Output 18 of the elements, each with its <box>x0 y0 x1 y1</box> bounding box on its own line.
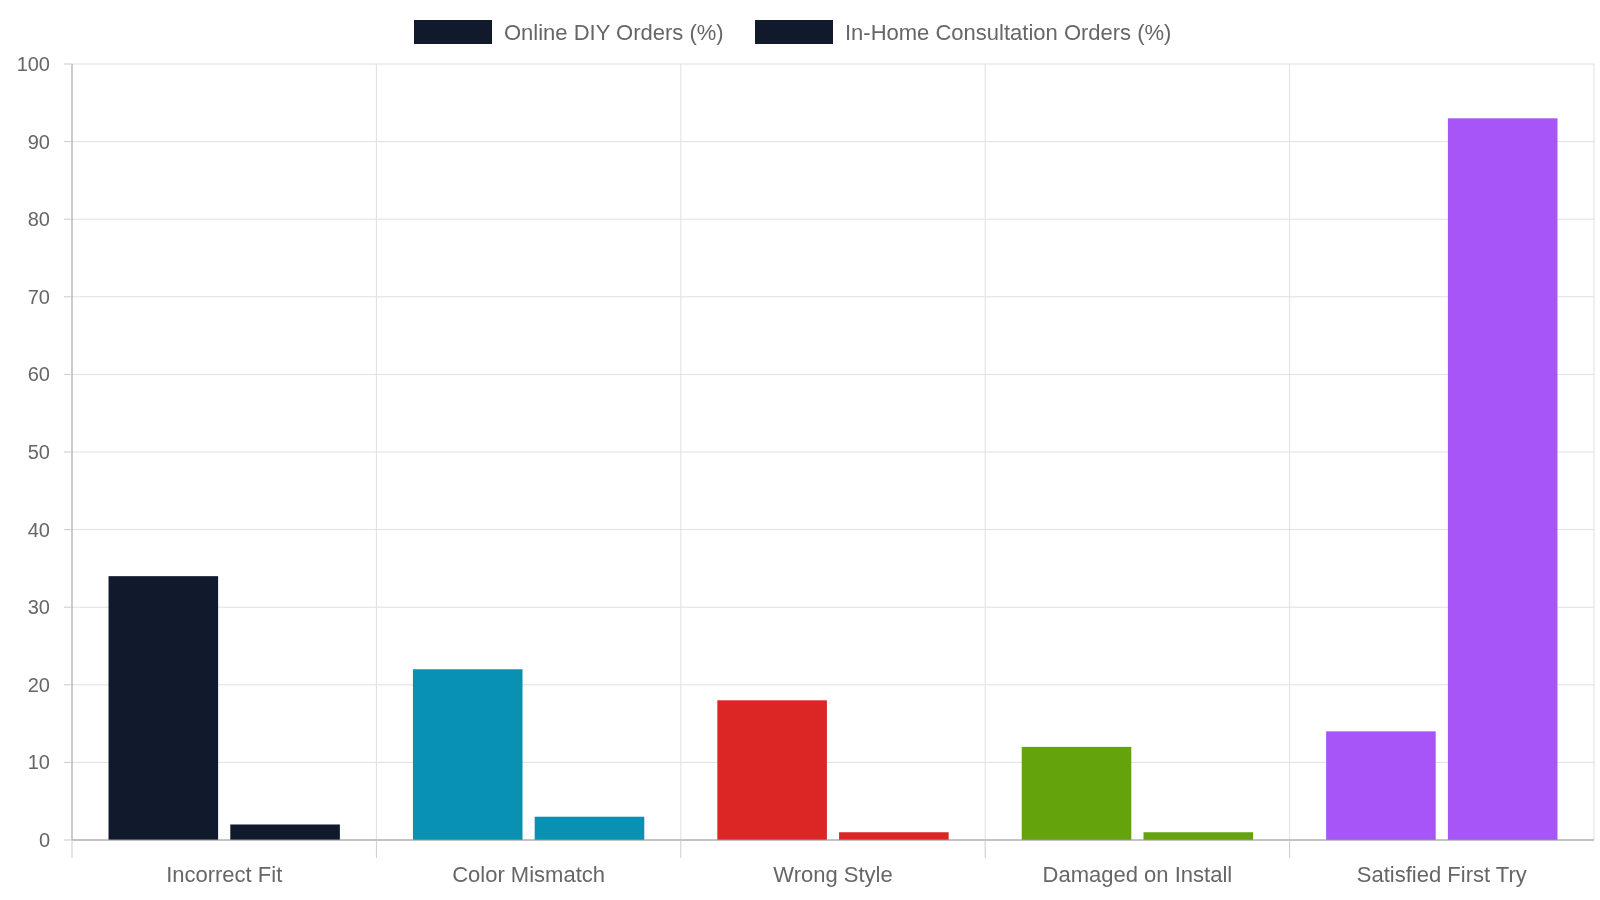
y-tick-label: 40 <box>27 518 50 541</box>
x-tick-label: Color Mismatch <box>452 862 606 887</box>
y-tick-label: 90 <box>27 130 50 153</box>
legend-label: In-Home Consultation Orders (%) <box>845 19 1172 45</box>
y-tick-label: 20 <box>27 673 50 696</box>
legend-label: Online DIY Orders (%) <box>504 19 724 45</box>
y-tick-label: 30 <box>27 596 50 619</box>
y-tick-label: 80 <box>27 208 50 231</box>
x-tick-label: Damaged on Install <box>1042 862 1233 887</box>
x-tick-label: Satisfied First Try <box>1356 862 1527 887</box>
x-tick-label: Wrong Style <box>773 862 893 887</box>
y-tick-label: 60 <box>27 363 50 386</box>
y-tick-label: 50 <box>27 441 50 463</box>
y-tick-label: 100 <box>16 53 50 75</box>
y-tick-label: 0 <box>38 829 50 851</box>
x-tick-label: Incorrect Fit <box>166 862 283 887</box>
y-tick-label: 70 <box>27 285 50 308</box>
y-tick-label: 10 <box>27 751 50 774</box>
